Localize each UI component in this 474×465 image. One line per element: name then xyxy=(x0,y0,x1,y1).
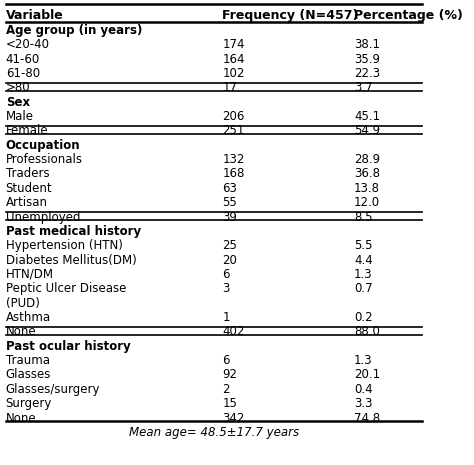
Text: 0.4: 0.4 xyxy=(354,383,373,396)
Text: 1.3: 1.3 xyxy=(354,354,373,367)
Text: 13.8: 13.8 xyxy=(354,182,380,195)
Text: 17: 17 xyxy=(222,81,237,94)
Text: Sex: Sex xyxy=(6,96,30,109)
Text: 132: 132 xyxy=(222,153,245,166)
Text: 45.1: 45.1 xyxy=(354,110,380,123)
Text: >80: >80 xyxy=(6,81,30,94)
Text: Hypertension (HTN): Hypertension (HTN) xyxy=(6,239,122,252)
Text: 2: 2 xyxy=(222,383,230,396)
Text: Frequency (N=457): Frequency (N=457) xyxy=(222,9,359,22)
Text: Glasses/surgery: Glasses/surgery xyxy=(6,383,100,396)
Text: 15: 15 xyxy=(222,397,237,410)
Text: 164: 164 xyxy=(222,53,245,66)
Text: 8.5: 8.5 xyxy=(354,211,373,224)
Text: <20-40: <20-40 xyxy=(6,38,50,51)
Text: 92: 92 xyxy=(222,368,237,381)
Text: 168: 168 xyxy=(222,167,245,180)
Text: Occupation: Occupation xyxy=(6,139,80,152)
Text: Variable: Variable xyxy=(6,9,64,22)
Text: Professionals: Professionals xyxy=(6,153,82,166)
Text: Asthma: Asthma xyxy=(6,311,51,324)
Text: 102: 102 xyxy=(222,67,245,80)
Text: HTN/DM: HTN/DM xyxy=(6,268,54,281)
Text: 342: 342 xyxy=(222,412,245,425)
Text: 61-80: 61-80 xyxy=(6,67,40,80)
Text: 0.2: 0.2 xyxy=(354,311,373,324)
Text: 3.7: 3.7 xyxy=(354,81,373,94)
Text: 1.3: 1.3 xyxy=(354,268,373,281)
Text: Surgery: Surgery xyxy=(6,397,52,410)
Text: 41-60: 41-60 xyxy=(6,53,40,66)
Text: 88.0: 88.0 xyxy=(354,326,380,339)
Text: Peptic Ulcer Disease: Peptic Ulcer Disease xyxy=(6,282,126,295)
Text: Past ocular history: Past ocular history xyxy=(6,340,130,353)
Text: 28.9: 28.9 xyxy=(354,153,380,166)
Text: 55: 55 xyxy=(222,196,237,209)
Text: 251: 251 xyxy=(222,125,245,138)
Text: 402: 402 xyxy=(222,326,245,339)
Text: 5.5: 5.5 xyxy=(354,239,373,252)
Text: (PUD): (PUD) xyxy=(6,297,39,310)
Text: 20: 20 xyxy=(222,253,237,266)
Text: 39: 39 xyxy=(222,211,237,224)
Text: 206: 206 xyxy=(222,110,245,123)
Text: Diabetes Mellitus(DM): Diabetes Mellitus(DM) xyxy=(6,253,137,266)
Text: 4.4: 4.4 xyxy=(354,253,373,266)
Text: Mean age= 48.5±17.7 years: Mean age= 48.5±17.7 years xyxy=(129,426,299,439)
Text: 3: 3 xyxy=(222,282,230,295)
Text: None: None xyxy=(6,412,36,425)
Text: Female: Female xyxy=(6,125,48,138)
Text: Percentage (%): Percentage (%) xyxy=(354,9,463,22)
Text: Artisan: Artisan xyxy=(6,196,47,209)
Text: 174: 174 xyxy=(222,38,245,51)
Text: 63: 63 xyxy=(222,182,237,195)
Text: 25: 25 xyxy=(222,239,237,252)
Text: None: None xyxy=(6,326,36,339)
Text: 22.3: 22.3 xyxy=(354,67,380,80)
Text: 35.9: 35.9 xyxy=(354,53,380,66)
Text: 0.7: 0.7 xyxy=(354,282,373,295)
Text: Age group (in years): Age group (in years) xyxy=(6,24,142,37)
Text: Student: Student xyxy=(6,182,52,195)
Text: Glasses: Glasses xyxy=(6,368,51,381)
Text: 38.1: 38.1 xyxy=(354,38,380,51)
Text: 6: 6 xyxy=(222,268,230,281)
Text: Traders: Traders xyxy=(6,167,49,180)
Text: 3.3: 3.3 xyxy=(354,397,373,410)
Text: 1: 1 xyxy=(222,311,230,324)
Text: 20.1: 20.1 xyxy=(354,368,380,381)
Text: 12.0: 12.0 xyxy=(354,196,380,209)
Text: Male: Male xyxy=(6,110,34,123)
Text: Unemployed: Unemployed xyxy=(6,211,80,224)
Text: 36.8: 36.8 xyxy=(354,167,380,180)
Text: 74.8: 74.8 xyxy=(354,412,380,425)
Text: 6: 6 xyxy=(222,354,230,367)
Text: Past medical history: Past medical history xyxy=(6,225,141,238)
Text: 54.9: 54.9 xyxy=(354,125,380,138)
Text: Trauma: Trauma xyxy=(6,354,50,367)
